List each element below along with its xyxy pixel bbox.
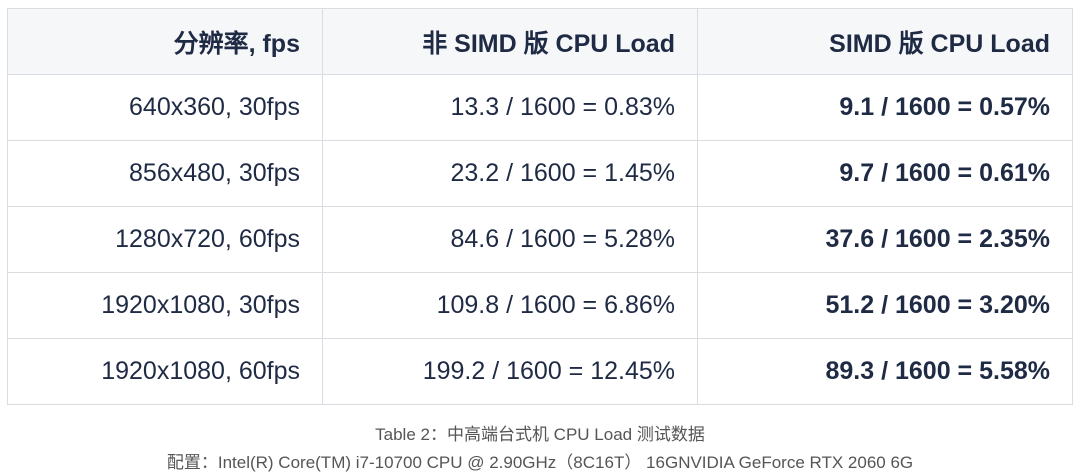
table-row: 1280x720, 60fps 84.6 / 1600 = 5.28% 37.6 /… [7,206,1073,273]
header-cell: 非 SIMD 版 CPU Load [322,8,698,75]
table-cell: 1920x1080, 60fps [7,338,323,405]
data-table: 分辨率, fps 非 SIMD 版 CPU Load SIMD 版 CPU Load… [7,8,1073,405]
table-cell: 23.2 / 1600 = 1.45% [322,140,698,207]
table-row: 1920x1080, 60fps 199.2 / 1600 = 12.45% 89.… [7,338,1073,405]
table-row: 1920x1080, 30fps 109.8 / 1600 = 6.86% 51.2… [7,272,1073,339]
table-cell: 640x360, 30fps [7,74,323,141]
table-cell: 13.3 / 1600 = 0.83% [322,74,698,141]
table-cell: 199.2 / 1600 = 12.45% [322,338,698,405]
table-row: 640x360, 30fps 13.3 / 1600 = 0.83% 9.1 / 1… [7,74,1073,141]
table-body: 640x360, 30fps 13.3 / 1600 = 0.83% 9.1 / 1… [7,74,1073,405]
table-cell: 9.1 / 1600 = 0.57% [697,74,1073,141]
table-cell: 1280x720, 60fps [7,206,323,273]
table-cell: 9.7 / 1600 = 0.61% [697,140,1073,207]
header-cell: SIMD 版 CPU Load [697,8,1073,75]
table-cell: 109.8 / 1600 = 6.86% [322,272,698,339]
table-cell: 1920x1080, 30fps [7,272,323,339]
table-cell: 37.6 / 1600 = 2.35% [697,206,1073,273]
table-cell: 856x480, 30fps [7,140,323,207]
header-cell: 分辨率, fps [7,8,323,75]
table-row: 856x480, 30fps 23.2 / 1600 = 1.45% 9.7 / 1… [7,140,1073,207]
header-row: 分辨率, fps 非 SIMD 版 CPU Load SIMD 版 CPU Load [7,8,1073,75]
table-cell: 51.2 / 1600 = 3.20% [697,272,1073,339]
caption-title: Table 2：中高端台式机 CPU Load 测试数据 [375,425,705,444]
table-cell: 89.3 / 1600 = 5.58% [697,338,1073,405]
table-cell: 84.6 / 1600 = 5.28% [322,206,698,273]
caption-config: 配置：Intel(R) Core(TM) i7-10700 CPU @ 2.90… [166,453,914,472]
